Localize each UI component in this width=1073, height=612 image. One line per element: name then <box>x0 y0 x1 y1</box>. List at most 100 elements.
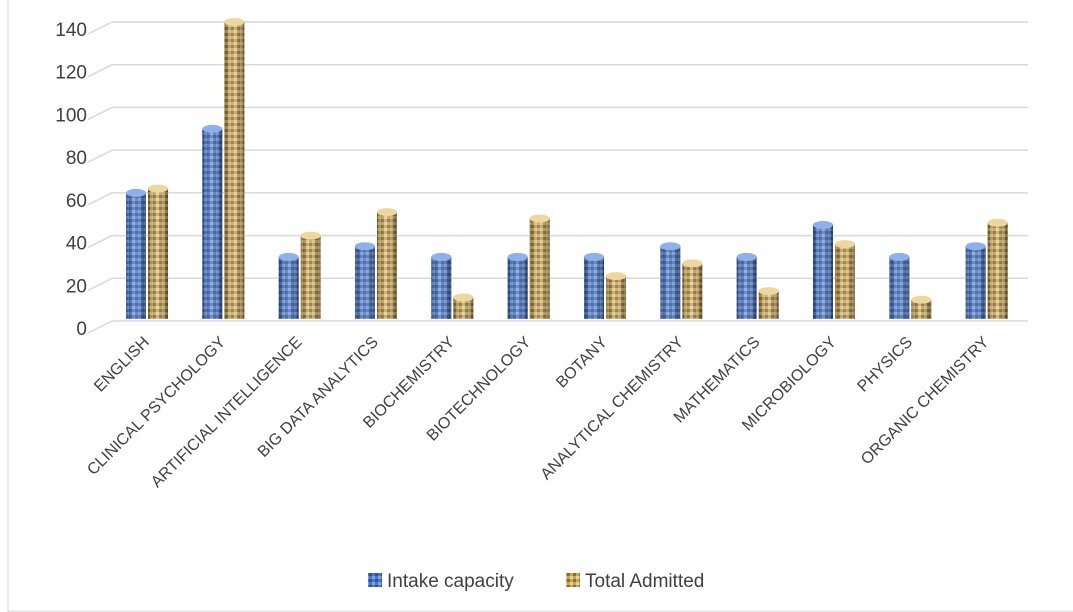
y-tick-label: 100 <box>55 105 87 126</box>
y-tick-label: 20 <box>66 276 87 297</box>
bar-intake-capacity-top <box>889 252 910 261</box>
bar-intake-capacity-top <box>278 252 299 261</box>
bar-total-admitted <box>987 218 1008 319</box>
bar-total-admitted <box>377 208 397 319</box>
bar-total-admitted <box>453 293 474 319</box>
bar-intake-capacity-shade <box>736 256 757 319</box>
x-tick-label: ARTIFICIAL INTELLIGENCE <box>148 334 305 491</box>
bar-total-admitted <box>758 287 779 319</box>
bar-total-admitted-shade <box>377 212 397 319</box>
bar-total-admitted <box>911 295 932 319</box>
gridlines <box>87 21 1028 334</box>
gridline-depth <box>87 320 113 334</box>
bar-intake-capacity <box>278 252 299 319</box>
bar-intake-capacity <box>736 252 757 319</box>
bar-intake-capacity-top <box>431 252 452 261</box>
bar-total-admitted <box>835 240 855 319</box>
bar-total-admitted-shade <box>911 299 932 319</box>
bar-intake-capacity-shade <box>202 128 223 319</box>
bar-intake-capacity-shade <box>507 256 528 319</box>
bar-total-admitted-shade <box>224 22 245 319</box>
bar-intake-capacity-top <box>736 252 757 261</box>
bar-intake-capacity <box>889 252 910 319</box>
bar-intake-capacity-shade <box>889 256 910 319</box>
bar-total-admitted-top <box>224 18 245 26</box>
bar-intake-capacity-shade <box>278 256 299 319</box>
legend-item-intake: Intake capacity <box>368 571 514 592</box>
bar-total-admitted-top <box>606 272 626 281</box>
bar-intake-capacity-shade <box>660 246 681 319</box>
bar-intake-capacity-top <box>660 242 681 251</box>
bar-intake-capacity <box>584 252 604 319</box>
bar-total-admitted-top <box>987 218 1008 227</box>
bar-total-admitted-top <box>300 231 321 240</box>
bar-intake-capacity-top <box>813 220 833 229</box>
bar-total-admitted-top <box>529 214 550 223</box>
y-tick-label: 0 <box>76 319 87 340</box>
bar-intake-capacity-top <box>584 252 604 261</box>
gridline-depth <box>87 106 113 121</box>
bars <box>126 18 1008 319</box>
bar-total-admitted-shade <box>758 291 779 319</box>
bar-intake-capacity-shade <box>431 256 452 319</box>
bar-total-admitted-top <box>148 184 168 193</box>
bar-total-admitted-top <box>758 287 779 296</box>
y-tick-label: 40 <box>66 234 87 255</box>
bar-intake-capacity <box>660 242 681 319</box>
y-tick-label: 140 <box>55 20 87 41</box>
bar-intake-capacity-top <box>202 124 223 133</box>
x-tick-label: PHYSICS <box>854 334 916 396</box>
bar-total-admitted-top <box>911 295 932 304</box>
gridline-depth <box>87 277 113 291</box>
bar-intake-capacity-shade <box>813 224 833 319</box>
bar-intake-capacity-shade <box>126 192 146 319</box>
bar-total-admitted-shade <box>148 188 168 319</box>
legend-item-admitted: Total Admitted <box>566 571 704 592</box>
bar-intake-capacity-shade <box>965 246 986 319</box>
bar-total-admitted <box>148 184 168 319</box>
gridline-depth <box>87 64 113 78</box>
bar-intake-capacity-shade <box>584 256 604 319</box>
bar-total-admitted <box>224 18 245 319</box>
legend-swatch-intake <box>368 573 382 587</box>
bar-intake-capacity <box>431 252 452 319</box>
x-tick-label: ENGLISH <box>91 334 153 396</box>
bar-total-admitted <box>529 214 550 319</box>
legend: Intake capacity Total Admitted <box>368 571 704 592</box>
legend-label-intake: Intake capacity <box>387 571 514 592</box>
bar-total-admitted-shade <box>682 263 703 319</box>
gridline-depth <box>87 149 113 163</box>
bar-intake-capacity <box>202 124 223 319</box>
bar-total-admitted-top <box>377 208 397 217</box>
x-tick-label: ANALYTICAL CHEMISTRY <box>538 334 688 484</box>
x-tick-label: ORGANIC CHEMISTRY <box>858 334 993 469</box>
bar-total-admitted-shade <box>300 235 321 319</box>
y-axis-ticks: 0 20 40 60 80 100 120 140 <box>55 20 87 340</box>
bar-intake-capacity-top <box>355 242 375 251</box>
x-tick-label: BOTANY <box>553 334 611 392</box>
bar-total-admitted <box>300 231 321 319</box>
bar-intake-capacity <box>355 242 375 319</box>
bar-total-admitted-shade <box>529 218 550 319</box>
legend-swatch-admitted <box>566 573 580 587</box>
bar-total-admitted-top <box>835 240 855 249</box>
gridline-depth <box>87 192 113 206</box>
y-tick-label: 120 <box>55 63 87 84</box>
bar-total-admitted-top <box>453 293 474 302</box>
bar-total-admitted-shade <box>835 244 855 319</box>
bar-intake-capacity <box>126 188 146 319</box>
bar-intake-capacity <box>965 242 986 319</box>
bar-intake-capacity-top <box>126 188 146 197</box>
y-tick-label: 60 <box>66 191 87 212</box>
bar-total-admitted-shade <box>987 222 1008 319</box>
bar-total-admitted <box>682 259 703 319</box>
bar-total-admitted <box>606 272 626 319</box>
bar-total-admitted-shade <box>606 276 626 319</box>
gridline-depth <box>87 234 113 249</box>
bar-total-admitted-shade <box>453 297 474 319</box>
y-tick-label: 80 <box>66 148 87 169</box>
bar-intake-capacity-top <box>965 242 986 251</box>
